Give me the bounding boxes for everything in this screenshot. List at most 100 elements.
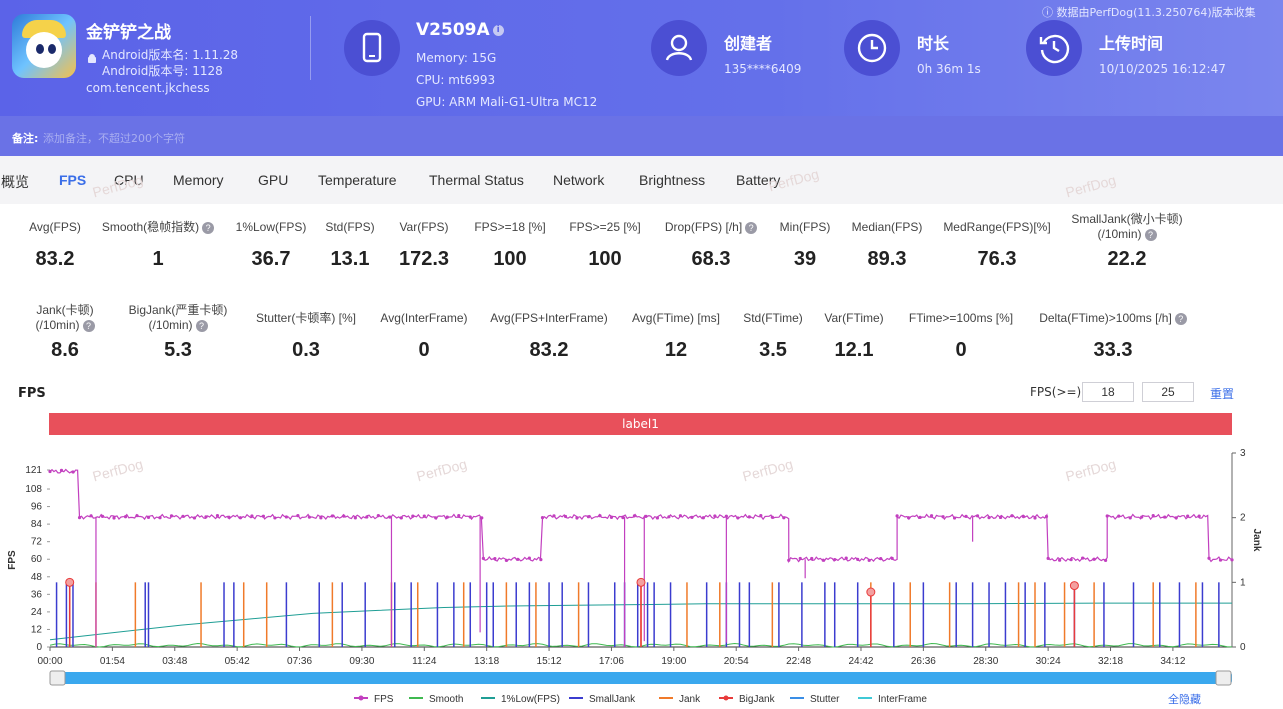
fps-point xyxy=(1186,514,1190,518)
fps-point xyxy=(250,514,254,518)
fps-point xyxy=(261,514,266,518)
legend-swatch-dot xyxy=(723,695,729,701)
metric-label-line: FPS>=25 [%] xyxy=(569,220,641,234)
y-tick-label: 84 xyxy=(31,519,43,530)
fps-point xyxy=(678,514,683,518)
watermark: PerfDog xyxy=(90,455,145,485)
metric-label: Var(FTime) xyxy=(774,311,934,326)
y-tick-label: 12 xyxy=(31,624,43,635)
chart-title: FPS xyxy=(18,386,46,401)
y2-tick-label: 2 xyxy=(1240,513,1246,524)
fps-point xyxy=(516,557,520,561)
device-memory: Memory: 15G xyxy=(416,51,497,65)
fps-threshold-input-1[interactable]: 18 xyxy=(1082,382,1134,402)
fps-point xyxy=(468,515,472,519)
fps-point xyxy=(1174,516,1178,520)
tab-overview[interactable]: 概览 xyxy=(1,174,29,190)
x-tick-label: 28:30 xyxy=(973,656,998,667)
fps-point xyxy=(736,516,740,520)
metric-label: Median(FPS) xyxy=(807,220,967,235)
y-tick-label: 72 xyxy=(31,537,43,548)
fps-point xyxy=(1010,514,1014,518)
version-name: Android版本名: 1.11.28 xyxy=(102,48,239,62)
note-label: 备注: xyxy=(12,132,39,145)
fps-point xyxy=(330,514,334,518)
tab-thermal-status[interactable]: Thermal Status xyxy=(429,172,524,188)
fps-point xyxy=(204,515,208,519)
fps-point xyxy=(365,515,369,519)
help-icon[interactable]: ? xyxy=(202,221,215,234)
note-input[interactable]: 添加备注，不超过200个字符 xyxy=(43,132,185,145)
fps-point xyxy=(1105,514,1109,518)
help-icon[interactable]: ? xyxy=(1144,228,1157,241)
fps-point xyxy=(655,516,660,520)
x-tick-label: 15:12 xyxy=(537,656,562,667)
fps-point xyxy=(552,514,556,518)
fps-series xyxy=(49,468,1232,564)
fps-point xyxy=(1046,556,1050,560)
metric-label: FTime>=100ms [%] xyxy=(881,311,1041,326)
tab-temperature[interactable]: Temperature xyxy=(318,172,397,188)
tab-network[interactable]: Network xyxy=(553,172,605,188)
y-tick-label: 24 xyxy=(31,607,43,618)
device-gpu: GPU: ARM Mali-G1-Ultra MC12 xyxy=(416,95,598,109)
phone-icon xyxy=(344,20,400,76)
tab-battery[interactable]: Battery xyxy=(736,172,781,188)
fps-point xyxy=(906,516,911,520)
metric-value: 83.2 xyxy=(529,339,569,361)
fps-point xyxy=(586,515,591,519)
help-icon[interactable]: ? xyxy=(1174,312,1187,325)
x-tick-label: 19:00 xyxy=(661,656,686,667)
metric-label: Std(FTime) xyxy=(693,311,853,326)
metric-label: Avg(FPS) xyxy=(0,220,135,235)
hide-all-button[interactable]: 全隐藏 xyxy=(1168,693,1201,706)
reset-button[interactable]: 重置 xyxy=(1210,387,1235,401)
help-icon[interactable]: ? xyxy=(82,319,95,332)
fps-point xyxy=(964,514,968,518)
tab-bar xyxy=(0,156,1283,204)
tab-brightness[interactable]: Brightness xyxy=(639,172,706,188)
x-tick-label: 34:12 xyxy=(1160,656,1185,667)
fps-point xyxy=(353,516,357,520)
y-tick-label: 0 xyxy=(36,642,42,653)
tab-gpu[interactable]: GPU xyxy=(258,172,289,188)
fps-point xyxy=(527,556,531,560)
fps-point xyxy=(998,515,1003,520)
metric-label: BigJank(严重卡顿) (/10min)? xyxy=(98,303,258,333)
fps-point xyxy=(296,514,300,518)
metric-label-line: Avg(FPS) xyxy=(29,220,81,234)
metric-label-line: FPS>=18 [%] xyxy=(474,220,546,234)
legend-swatch-dot xyxy=(358,695,364,701)
fps-point xyxy=(867,558,871,562)
label-band[interactable]: label1 xyxy=(49,413,1232,435)
metric-label: Var(FPS) xyxy=(344,220,504,235)
fps-point xyxy=(1021,515,1026,519)
legend-label: Stutter xyxy=(810,694,840,705)
help-icon[interactable]: ? xyxy=(745,221,758,234)
fps-point xyxy=(1044,514,1049,519)
fps-point xyxy=(787,558,791,562)
creator-title: 创建者 xyxy=(724,34,773,53)
metric-label-line: FTime>=100ms [%] xyxy=(908,311,1014,325)
legend-label: FPS xyxy=(374,694,394,705)
metric-label-unit: (/10min) xyxy=(35,318,80,332)
fps-point xyxy=(810,556,814,561)
help-icon[interactable]: ? xyxy=(195,319,208,332)
tab-memory[interactable]: Memory xyxy=(173,172,224,188)
tab-fps[interactable]: FPS xyxy=(59,172,87,188)
info-icon[interactable]: i xyxy=(492,24,504,36)
fps-point xyxy=(493,557,497,561)
bigjank-marker xyxy=(866,587,876,597)
fps-point xyxy=(941,515,945,519)
y2-tick-label: 1 xyxy=(1240,577,1246,588)
fps-threshold-input-2[interactable]: 25 xyxy=(1142,382,1194,402)
fps-point xyxy=(192,516,197,520)
metric-label-unit: (/10min) xyxy=(148,318,193,332)
tab-cpu[interactable]: CPU xyxy=(114,172,144,188)
metric-label: Smooth(稳帧指数)? xyxy=(78,220,238,235)
fps-point xyxy=(238,516,243,520)
fps-point xyxy=(411,514,415,518)
upload-value: 10/10/2025 16:12:47 xyxy=(1099,62,1226,76)
metric-label-line: SmallJank(微小卡顿) xyxy=(1071,212,1183,226)
metric-label-line: 1%Low(FPS) xyxy=(235,220,307,234)
